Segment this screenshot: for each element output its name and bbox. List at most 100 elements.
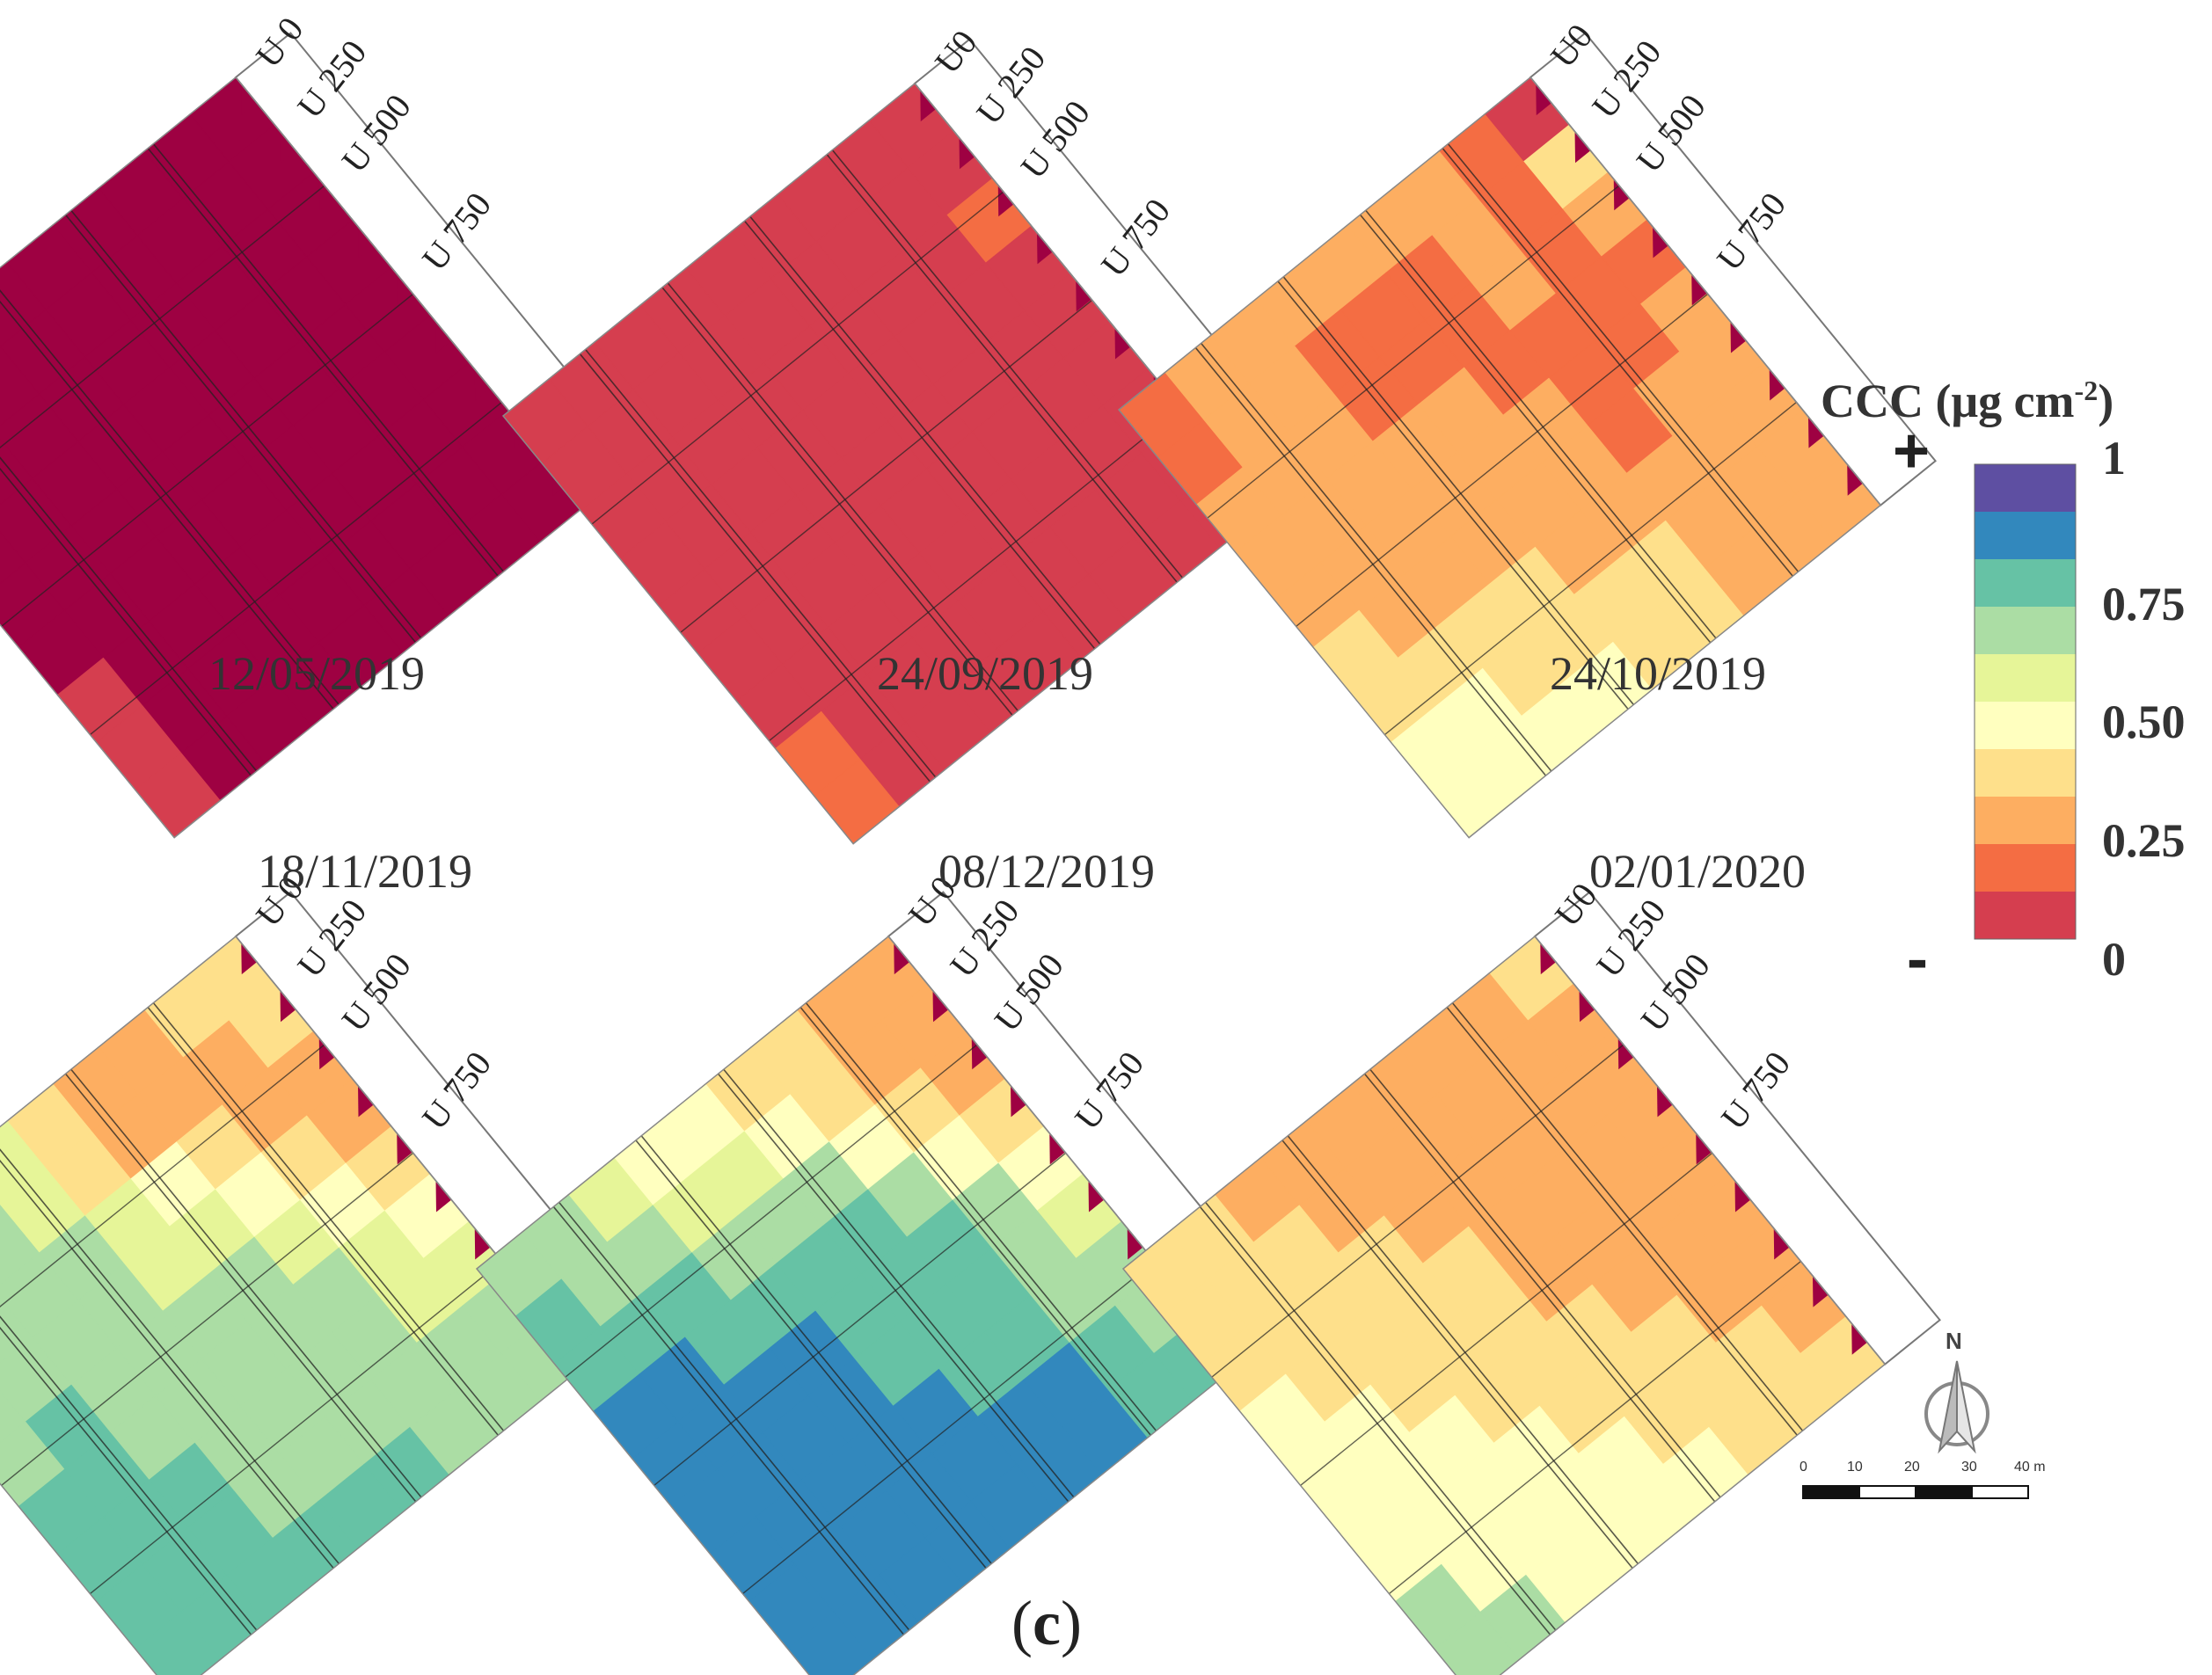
- map-cell: [0, 438, 33, 506]
- edge-notch: [1574, 131, 1591, 164]
- plot-line: [768, 408, 1181, 742]
- plot-line: [1287, 1135, 1639, 1564]
- legend-swatch: [1975, 559, 2076, 607]
- plot-line: [0, 289, 339, 705]
- plot-line: [1200, 342, 1552, 772]
- plot-line: [723, 1068, 1075, 1498]
- plot-line: [743, 220, 1096, 650]
- plot-line: [1383, 402, 1797, 736]
- scale-bar: [1802, 1485, 2029, 1499]
- edge-notch: [1114, 328, 1131, 360]
- map-border: [0, 76, 588, 839]
- edge-notch: [1696, 1132, 1712, 1165]
- plot-line: [147, 148, 499, 577]
- legend-swatch: [1975, 464, 2076, 512]
- date-label-5: 08/12/2019: [938, 845, 1155, 898]
- plot-line: [152, 143, 505, 572]
- north-arrow-right: [1956, 1360, 1976, 1454]
- plot-line: [1300, 1152, 1713, 1486]
- date-label-1: 12/05/2019: [208, 647, 425, 700]
- legend-swatch: [1975, 654, 2076, 702]
- panel-label: (c): [1011, 1588, 1082, 1658]
- legend-border: [1974, 463, 2077, 940]
- plot-line: [0, 1159, 334, 1569]
- plot-line: [64, 214, 417, 644]
- plot-line: [799, 1007, 1151, 1436]
- plot-line: [1207, 185, 1620, 519]
- plot-line: [0, 1315, 258, 1631]
- edge-notch: [241, 943, 257, 975]
- legend-tick-075: 0.75: [2102, 578, 2186, 630]
- plot-line: [1199, 1205, 1551, 1635]
- plot-line: [1204, 1201, 1557, 1631]
- plot-line: [741, 1261, 1155, 1595]
- legend-tick-025: 0.25: [2102, 814, 2186, 867]
- plot-line: [640, 1135, 992, 1564]
- legend-swatch: [1975, 749, 2076, 797]
- edge-notch: [1769, 369, 1785, 401]
- edge-notch: [474, 369, 491, 401]
- plot-line: [1281, 1140, 1633, 1569]
- edge-notch: [280, 131, 296, 164]
- edge-notch: [1011, 1085, 1026, 1118]
- edge-notch: [435, 1181, 452, 1213]
- plot-line: [0, 467, 252, 776]
- plot-line: [1194, 346, 1547, 776]
- plot-line: [552, 1205, 905, 1635]
- map-border: [1117, 76, 1882, 839]
- map-border: [501, 82, 1267, 845]
- north-arrow-icon: [1924, 1360, 1989, 1454]
- plot-line: [591, 191, 1004, 525]
- plot-line: [70, 209, 422, 639]
- map-cell: [135, 1611, 221, 1675]
- plot-line: [717, 1073, 1069, 1503]
- edge-notch: [1657, 1085, 1673, 1118]
- plot-line: [1359, 214, 1712, 644]
- plot-line: [1365, 209, 1717, 639]
- edge-notch: [1037, 232, 1053, 265]
- edge-notch: [932, 990, 949, 1023]
- edge-notch: [959, 137, 975, 170]
- plot-line: [653, 1152, 1067, 1486]
- map-border: [1121, 935, 1887, 1675]
- plot-line: [667, 282, 1018, 711]
- legend-swatch: [1975, 512, 2076, 559]
- date-label-3: 24/10/2019: [1549, 647, 1766, 700]
- legend-tick-050: 0.50: [2102, 695, 2186, 748]
- plot-line: [826, 154, 1178, 583]
- map-cell: [0, 346, 40, 426]
- scale-tick-30: 30: [1961, 1460, 1977, 1475]
- edge-notch: [1127, 1228, 1143, 1260]
- legend-tick-0: 0: [2102, 933, 2126, 986]
- date-label-4: 18/11/2019: [257, 845, 472, 898]
- edge-notch: [1076, 280, 1091, 312]
- plot-line: [0, 185, 325, 448]
- plot-line: [0, 1326, 252, 1635]
- plot-line: [579, 353, 931, 783]
- plot-line: [805, 1002, 1157, 1431]
- plot-line: [1, 1152, 414, 1486]
- scale-tick-20: 20: [1904, 1460, 1920, 1475]
- legend-title: CCC (μg cm-2): [1821, 375, 2114, 427]
- legend-swatch: [1975, 607, 2076, 654]
- plot-line: [1, 293, 414, 627]
- map-cell: [0, 1390, 26, 1444]
- map-border: [475, 935, 1240, 1675]
- plot-line: [152, 1002, 505, 1431]
- legend-plus-sign: +: [1893, 416, 1931, 486]
- edge-notch: [280, 990, 296, 1023]
- plot-line: [1277, 280, 1629, 710]
- legend-swatch: [1975, 844, 2076, 892]
- plot-line: [0, 1148, 339, 1564]
- scale-segment: [1802, 1485, 1860, 1499]
- legend-minus-sign: -: [1907, 924, 1928, 994]
- scale-segment: [1915, 1485, 1973, 1499]
- scale-tick-40: 40 m: [2014, 1460, 2046, 1475]
- map-cell: [0, 1205, 40, 1285]
- date-label-6: 02/01/2020: [1588, 845, 1806, 898]
- edge-notch: [474, 1228, 491, 1260]
- edge-notch: [358, 226, 374, 259]
